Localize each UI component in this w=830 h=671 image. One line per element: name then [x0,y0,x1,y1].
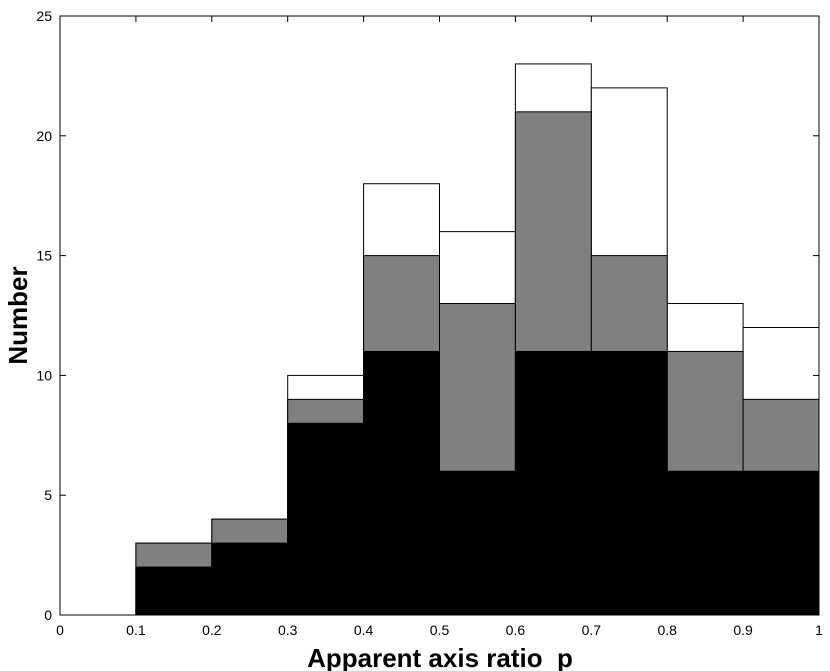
bar-layer3-bin5 [439,470,516,616]
x-tick-labels: 0 0.1 0.2 0.3 0.4 0.5 0.6 0.7 0.8 0.9 1 [56,622,823,638]
x-axis-title: Apparent axis ratio p [307,643,573,671]
x-tick-label: 0.9 [733,622,753,638]
y-tick-label: 15 [36,248,52,264]
bar-layer3-bin9 [742,470,820,616]
x-tick-label: 0.8 [657,622,677,638]
x-tick-label: 0.4 [354,622,374,638]
x-tick-label: 0 [56,622,64,638]
x-tick-label: 1 [815,622,823,638]
x-tick-label: 0.1 [126,622,146,638]
y-tick-label: 0 [44,607,52,623]
bar-layer3-bin8 [666,470,744,616]
y-axis-title: Number [3,266,33,364]
bar-layer3-bin6 [514,350,592,616]
x-tick-label: 0.6 [506,622,526,638]
y-tick-label: 25 [36,8,52,24]
x-tick-label: 0.2 [202,622,222,638]
x-tick-label: 0.7 [582,622,602,638]
bar-layer3-bin1 [135,566,213,616]
y-tick-label: 10 [36,367,52,383]
axis-ticks [59,15,820,616]
y-tick-labels: 0 5 10 15 20 25 [36,8,52,623]
bar-layer3-bin7 [590,350,668,616]
x-tick-label: 0.3 [278,622,298,638]
bar-layer3-bin4 [363,350,441,616]
x-tick-label: 0.5 [430,622,450,638]
y-tick-label: 5 [44,487,52,503]
bar-layer3-bin2 [211,542,289,616]
bar-layer3-bin3 [287,422,365,616]
histogram-bars [135,63,820,616]
y-tick-label: 20 [36,128,52,144]
